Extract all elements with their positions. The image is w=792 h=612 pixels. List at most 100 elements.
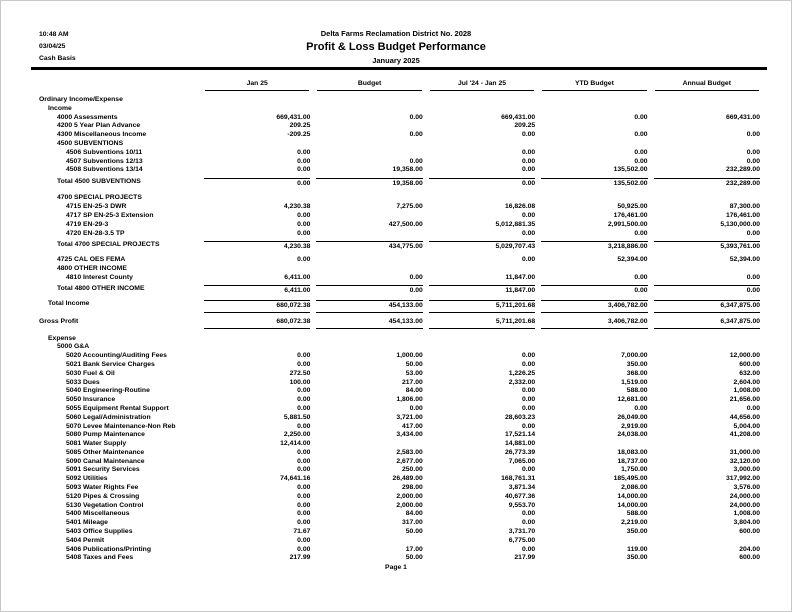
cell-value: 434,775.00 xyxy=(316,240,423,252)
cell-value: -209.25 xyxy=(287,131,311,139)
cell-value: 600.00 xyxy=(739,360,760,368)
cell xyxy=(651,335,763,344)
cell-value: 9,553.70 xyxy=(508,501,536,509)
cell: 24,000.00 xyxy=(651,493,763,502)
cell: 0.00 xyxy=(201,537,313,546)
cell: 0.00 xyxy=(651,274,763,283)
cell-value: 14,000.00 xyxy=(617,501,648,509)
cell-value xyxy=(316,96,422,105)
cell-value: 50.00 xyxy=(405,554,423,562)
cell: 0.00 xyxy=(201,423,313,432)
cell: 12,681.00 xyxy=(538,396,650,405)
cell: 26,049.00 xyxy=(538,414,650,423)
cell-value: 427,500.00 xyxy=(388,220,423,228)
table-row: 5404 Permit 0.00 6,775.00 xyxy=(31,537,763,546)
cell-value: 12,000.00 xyxy=(729,352,760,360)
cell: 3,804.00 xyxy=(651,519,763,528)
cell: -209.25 xyxy=(201,131,313,140)
cell-value xyxy=(316,256,422,265)
table-row: 5090 Canal Maintenance 0.00 2,677.00 7,065.… xyxy=(31,458,763,467)
cell: 2,219.00 xyxy=(538,519,650,528)
cell-value: 41,208.00 xyxy=(729,431,760,439)
cell: 600.00 xyxy=(651,554,763,563)
cell-value: 232,289.00 xyxy=(725,166,760,174)
cell-value xyxy=(204,140,310,149)
row-label: 4720 EN-28-3.5 TP xyxy=(66,229,125,237)
table-row: 5021 Bank Service Charges 0.00 50.00 0.00 35… xyxy=(31,361,763,370)
table-row: 5130 Vegetation Control 0.00 2,000.00 9,553… xyxy=(31,502,763,511)
cell: 19,358.00 xyxy=(313,166,425,175)
cell-value: 350.00 xyxy=(626,360,648,368)
cell-value: 0.00 xyxy=(634,404,648,412)
cell-value: 14,881.00 xyxy=(504,440,536,448)
cell: 6,411.00 xyxy=(201,285,313,296)
cell-value: 0.00 xyxy=(521,352,536,360)
cell-value: 50.00 xyxy=(405,528,423,536)
cell: 5,393,761.00 xyxy=(651,240,763,252)
cell-value: 0.00 xyxy=(634,157,648,165)
cell-value: 26,489.00 xyxy=(392,475,423,483)
cell xyxy=(313,230,425,239)
cell-value: 3,434.00 xyxy=(396,431,423,439)
cell-value: 2,000.00 xyxy=(396,501,423,509)
cell: 1,000.00 xyxy=(313,352,425,361)
cell xyxy=(313,537,425,546)
table-row: 5033 Dues 100.00 217.00 2,332.00 1,519.00 2,6… xyxy=(31,379,763,388)
cell xyxy=(651,265,763,274)
cell xyxy=(313,194,425,203)
cell: 84.00 xyxy=(313,387,425,396)
row-label: 5055 Equipment Rental Support xyxy=(66,404,169,412)
cell-value: 350.00 xyxy=(626,528,648,536)
cell-value: 17.00 xyxy=(405,545,423,553)
cell: 0.00 xyxy=(201,149,313,158)
cell: 0.00 xyxy=(201,158,313,167)
table-row: 4300 Miscellaneous Income -209.25 0.00 0.00… xyxy=(31,131,763,140)
cell-value xyxy=(204,194,310,203)
cell xyxy=(538,194,650,203)
cell-value: 7,000.00 xyxy=(621,352,648,360)
cell-value: 2,219.00 xyxy=(621,519,648,527)
cell xyxy=(538,440,650,449)
cell-value: 0.00 xyxy=(521,148,536,156)
cell xyxy=(313,335,425,344)
row-label: 5408 Taxes and Fees xyxy=(66,554,134,562)
cell-value xyxy=(316,149,422,158)
cell: 9,553.70 xyxy=(426,502,538,511)
cell-value xyxy=(429,343,535,352)
cell-value: 7,065.00 xyxy=(508,457,536,465)
table-row: Expense xyxy=(31,335,763,344)
cell-value: 71.67 xyxy=(293,528,311,536)
cell-value: 3,406,782.00 xyxy=(541,300,648,314)
cell-value xyxy=(541,343,647,352)
row-label: 4000 Assessments xyxy=(57,113,118,121)
cell: 2,604.00 xyxy=(651,379,763,388)
cell: 0.00 xyxy=(426,177,538,189)
cell-value: 26,049.00 xyxy=(617,413,648,421)
column-header: Budget xyxy=(313,79,425,91)
cell: 50.00 xyxy=(313,528,425,537)
cell xyxy=(538,140,650,149)
cell-value: 350.00 xyxy=(626,554,648,562)
column-header: Jul '24 - Jan 25 xyxy=(426,79,538,91)
cell-value: 272.50 xyxy=(289,369,311,377)
cell-value: 0.00 xyxy=(541,285,648,296)
table-row: 4200 5 Year Plan Advance 209.25 209.25 xyxy=(31,122,763,131)
cell-value: 0.00 xyxy=(746,404,760,412)
table-row: 5093 Water Rights Fee 0.00 298.00 3,871.34 2… xyxy=(31,484,763,493)
cell-value: 0.00 xyxy=(521,360,536,368)
cell-value: 1,008.00 xyxy=(733,510,760,518)
cell-value: 0.00 xyxy=(746,273,760,281)
cell-value: 0.00 xyxy=(409,273,423,281)
cell-value: 185,495.00 xyxy=(613,475,648,483)
cell: 135,502.00 xyxy=(538,166,650,175)
cell-value xyxy=(429,140,535,149)
row-label: 5033 Dues xyxy=(66,378,100,386)
row-label: 5091 Security Services xyxy=(66,466,140,474)
cell-value: 454,133.00 xyxy=(316,300,423,314)
company-name: Delta Farms Reclamation District No. 202… xyxy=(320,29,472,38)
cell: 0.00 xyxy=(426,423,538,432)
cell-value: 0.00 xyxy=(297,229,311,237)
cell-value: 31,000.00 xyxy=(729,448,760,456)
cell-value xyxy=(316,265,422,274)
